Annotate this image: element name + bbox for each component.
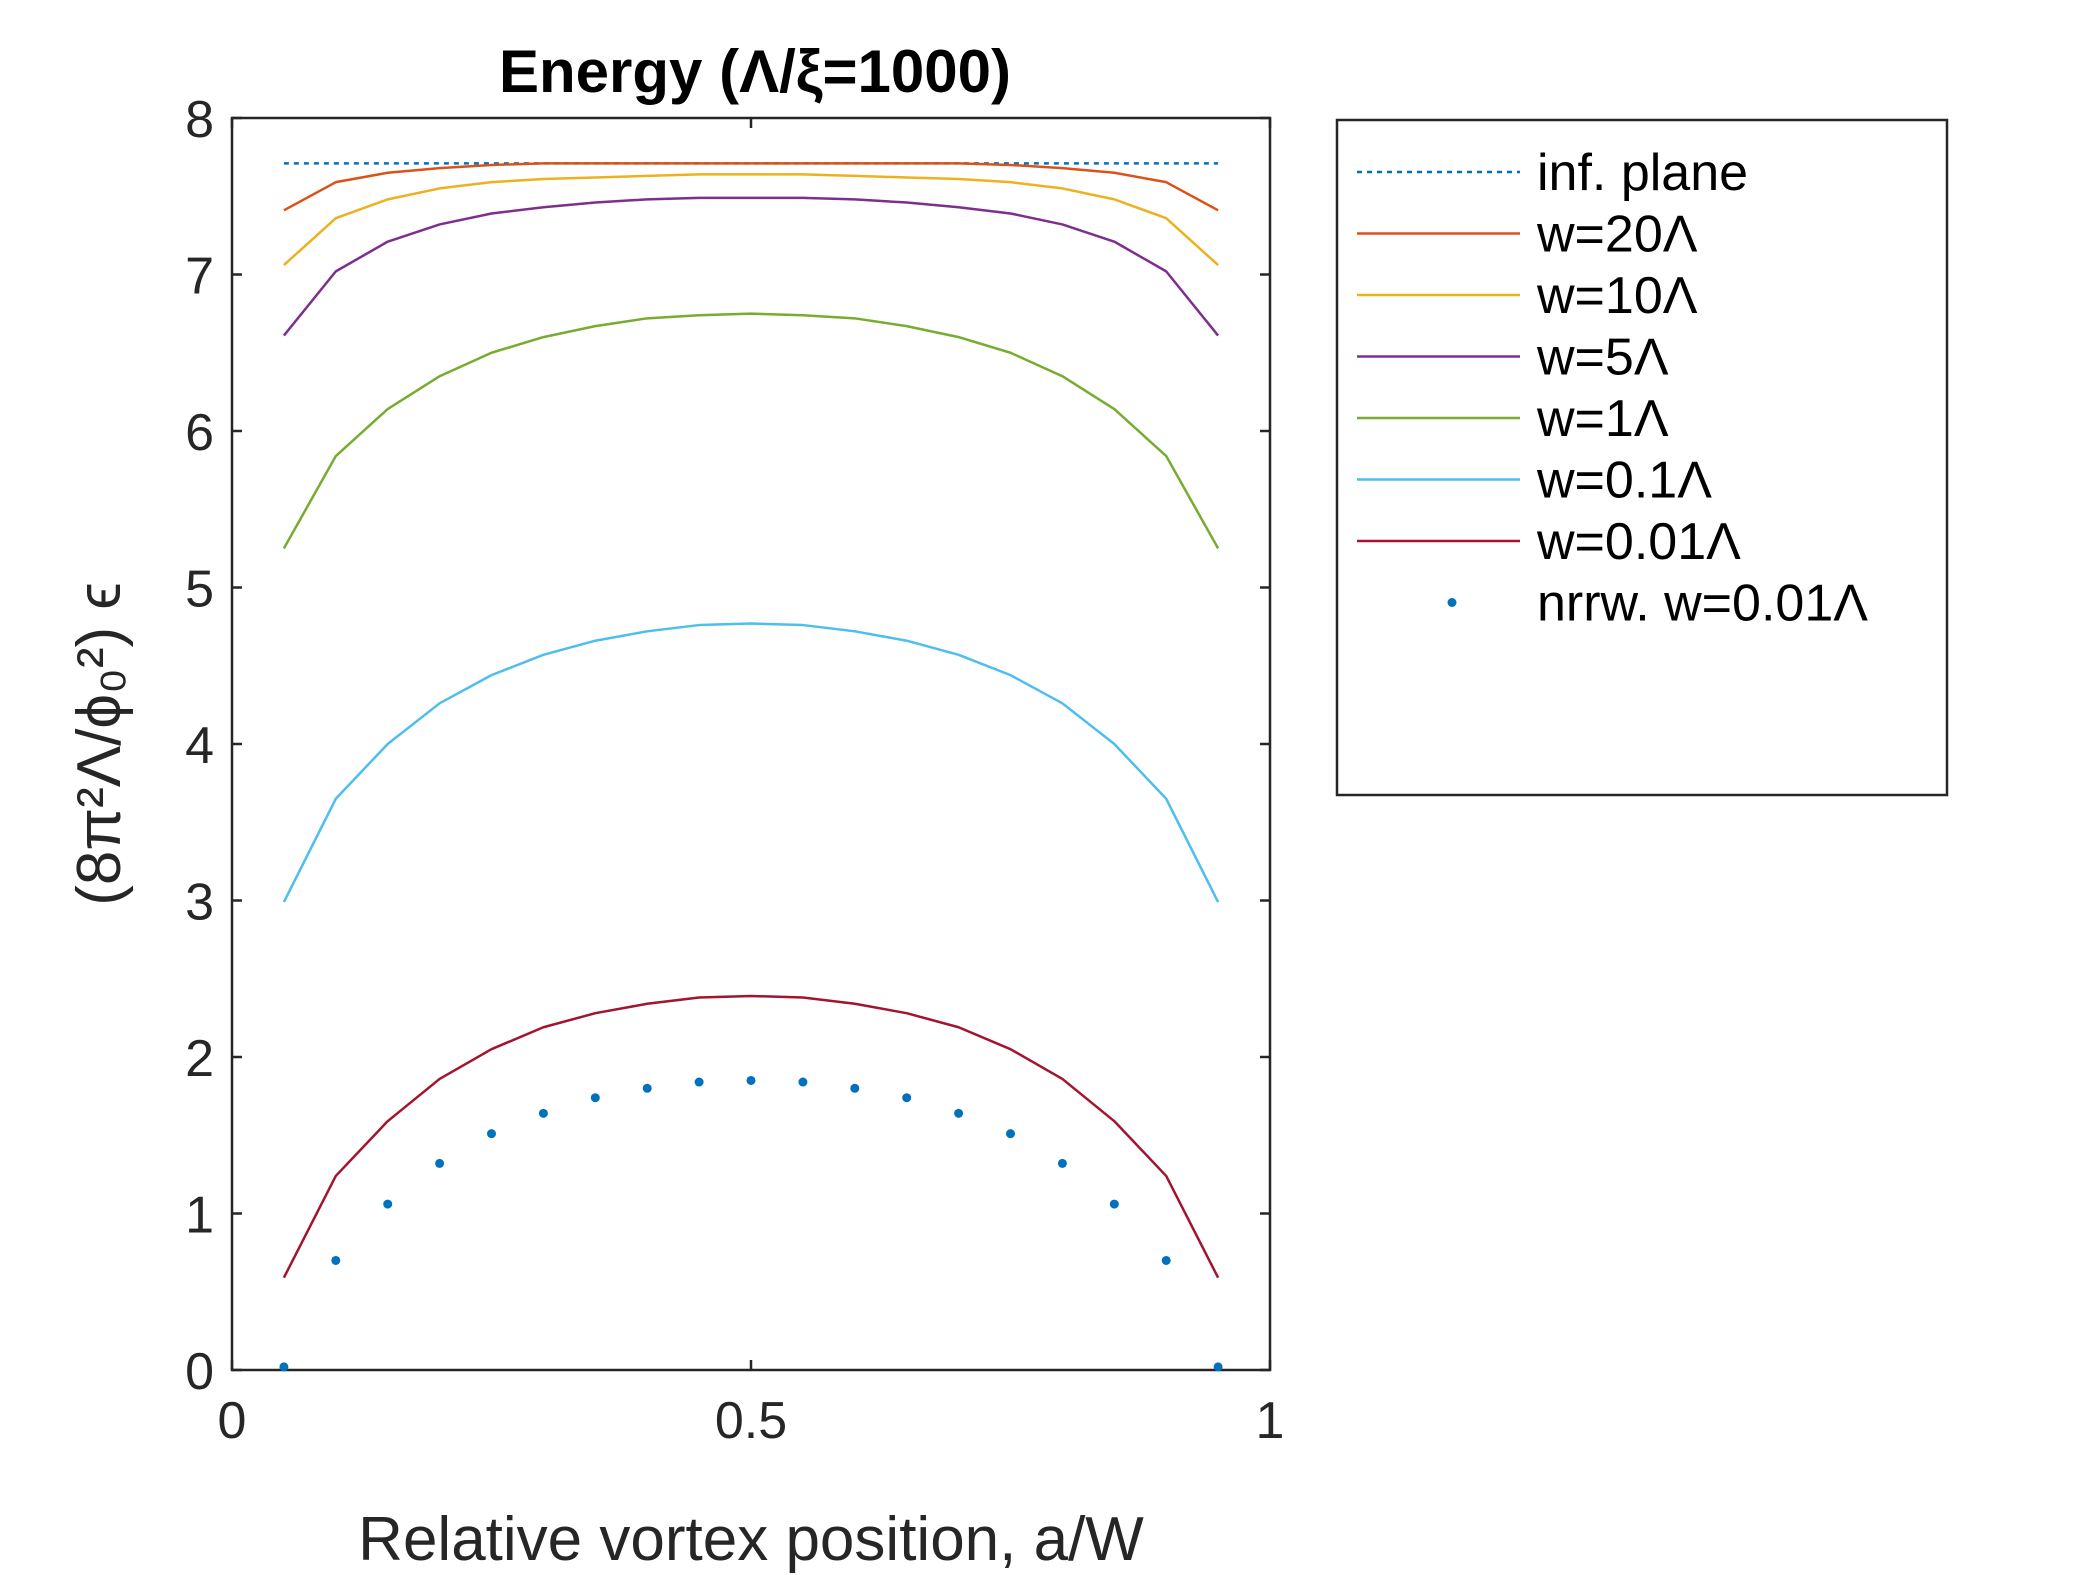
- data-point: [954, 1108, 964, 1118]
- series-line: [283, 173, 1219, 267]
- series-line: [282, 312, 1220, 549]
- y-tick-label: 5: [185, 561, 214, 619]
- series-3: [282, 196, 1220, 337]
- series-7: [279, 1075, 1223, 1372]
- legend-label: inf. plane: [1537, 144, 1748, 202]
- data-point: [1109, 1199, 1119, 1209]
- legend-label: w=0.01Λ: [1536, 513, 1741, 571]
- plot-area: [230, 116, 1272, 1372]
- series-line: [282, 622, 1220, 903]
- legend-label: w=0.1Λ: [1536, 452, 1712, 510]
- legend-label: w=1Λ: [1536, 390, 1669, 448]
- legend-entry: w=0.1Λ: [1357, 452, 1712, 510]
- data-point: [331, 1255, 341, 1265]
- data-point: [279, 1362, 289, 1372]
- data-point: [487, 1129, 496, 1139]
- x-tick-label: 1: [1256, 1392, 1285, 1450]
- axis-ticks: [230, 116, 1272, 1372]
- series-2: [283, 173, 1219, 267]
- y-tick-label: 6: [185, 404, 214, 462]
- data-point: [694, 1077, 704, 1087]
- legend-label: w=20Λ: [1536, 206, 1698, 264]
- legend-entry: w=20Λ: [1357, 206, 1698, 264]
- data-point: [902, 1093, 912, 1103]
- series-1: [283, 162, 1219, 212]
- data-point: [1161, 1255, 1171, 1265]
- legend-label: w=5Λ: [1536, 329, 1669, 387]
- series-5: [282, 622, 1220, 903]
- y-tick-label: 0: [185, 1343, 214, 1401]
- data-point: [1213, 1362, 1223, 1372]
- legend-entry: w=10Λ: [1357, 267, 1698, 325]
- y-tick-label: 7: [185, 248, 214, 306]
- y-tick-label: 2: [185, 1030, 214, 1088]
- data-point: [746, 1075, 756, 1085]
- y-tick-label: 1: [185, 1187, 214, 1245]
- data-point: [538, 1108, 548, 1118]
- y-tick-label: 4: [185, 717, 214, 775]
- series-4: [282, 312, 1220, 549]
- x-tick-label: 0: [218, 1392, 247, 1450]
- data-point: [590, 1093, 600, 1103]
- data-point: [435, 1158, 445, 1168]
- tick-labels: 0 0.5 1 0 1 2 3 4 5 6 7 8: [185, 91, 1284, 1450]
- legend-entry: w=5Λ: [1357, 329, 1669, 387]
- legend-entry: inf. plane: [1357, 144, 1748, 202]
- legend-entry: w=1Λ: [1357, 390, 1669, 448]
- data-point: [1057, 1158, 1067, 1168]
- series-line: [283, 162, 1219, 212]
- chart-title: Energy (Λ/ξ=1000): [499, 38, 1011, 105]
- data-point: [642, 1083, 652, 1093]
- data-point: [850, 1083, 860, 1093]
- x-tick-label: 0.5: [715, 1392, 787, 1450]
- data-point: [383, 1199, 393, 1209]
- data-point: [798, 1077, 808, 1087]
- y-axis-label-text: (8π²Λ/ϕ₀²) ϵ: [65, 582, 134, 906]
- legend: inf. planew=20Λw=10Λw=5Λw=1Λw=0.1Λw=0.01…: [1335, 118, 1949, 797]
- y-tick-label: 3: [185, 874, 214, 932]
- y-tick-label: 8: [185, 91, 214, 149]
- legend-label: nrrw. w=0.01Λ: [1537, 575, 1868, 633]
- legend-entry: w=0.01Λ: [1357, 513, 1741, 571]
- x-axis-label: Relative vortex position, a/W: [358, 1505, 1144, 1574]
- legend-entry: nrrw. w=0.01Λ: [1447, 575, 1868, 633]
- y-axis-label: (8π²Λ/ϕ₀²) ϵ: [65, 582, 134, 906]
- series-6: [282, 994, 1220, 1279]
- legend-label: w=10Λ: [1536, 267, 1698, 325]
- series-line: [282, 994, 1220, 1279]
- series-line: [282, 196, 1220, 337]
- legend-marker: [1447, 598, 1457, 607]
- legend-items: inf. planew=20Λw=10Λw=5Λw=1Λw=0.1Λw=0.01…: [1357, 144, 1868, 633]
- data-point: [1006, 1129, 1015, 1139]
- series-layer: [279, 162, 1223, 1372]
